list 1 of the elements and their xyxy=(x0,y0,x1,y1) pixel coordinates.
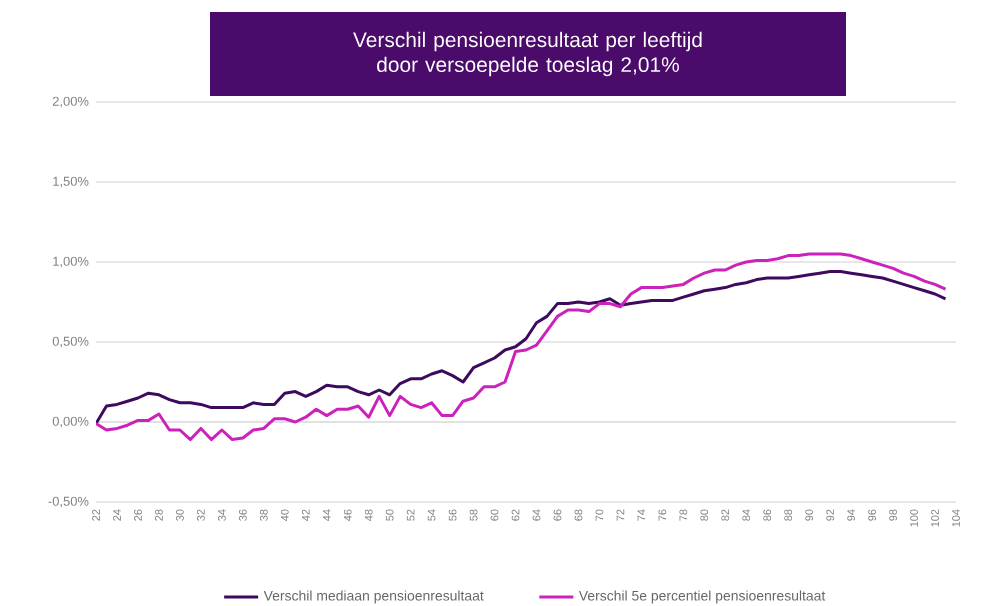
chart-title: Verschil pensioenresultaat per leeftijd door versoepelde toeslag 2,01% xyxy=(353,31,702,77)
